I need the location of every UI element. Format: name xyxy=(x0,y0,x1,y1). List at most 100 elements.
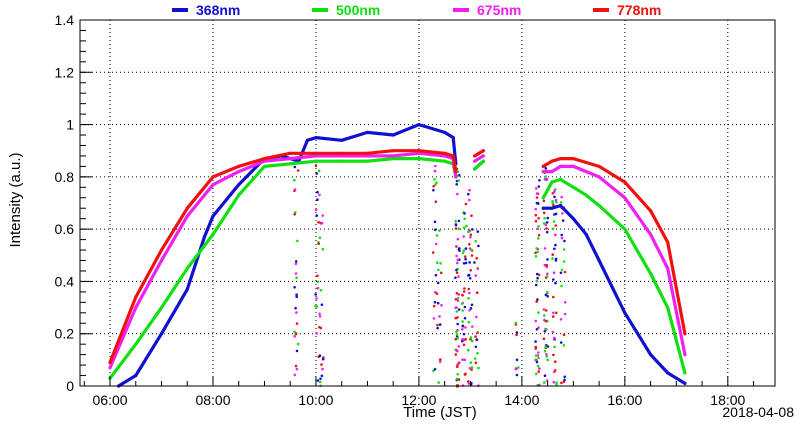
scatter-layer xyxy=(293,164,567,388)
scatter-point xyxy=(463,305,467,309)
scatter-point xyxy=(475,291,479,295)
data-point-778nm xyxy=(134,295,138,299)
scatter-point xyxy=(294,262,298,266)
scatter-point xyxy=(467,382,471,385)
scatter-point xyxy=(542,211,546,215)
scatter-point xyxy=(435,292,439,295)
scatter-point xyxy=(546,258,549,261)
scatter-point xyxy=(469,233,473,237)
scatter-point xyxy=(542,308,546,311)
scatter-point xyxy=(315,214,319,217)
scatter-point xyxy=(295,367,299,371)
data-point-500nm xyxy=(159,305,164,310)
scatter-point xyxy=(560,284,563,288)
scatter-point xyxy=(463,287,466,290)
scatter-point xyxy=(544,293,548,297)
scatter-point xyxy=(294,272,298,275)
scatter-point xyxy=(314,208,318,211)
data-point-368nm xyxy=(623,311,627,315)
scatter-point xyxy=(554,233,557,237)
data-point-778nm xyxy=(558,156,563,161)
data-point-778nm xyxy=(288,151,292,155)
scatter-point xyxy=(436,261,439,265)
scatter-point xyxy=(553,369,557,372)
scatter-point xyxy=(295,276,298,280)
scatter-point xyxy=(465,224,468,228)
data-point-368nm xyxy=(365,130,370,135)
scatter-point xyxy=(434,183,437,186)
scatter-point xyxy=(454,316,458,320)
scatter-point xyxy=(318,236,322,239)
scatter-point xyxy=(320,363,323,366)
scatter-point xyxy=(552,311,555,315)
scatter-point xyxy=(436,281,440,285)
data-point-675nm xyxy=(666,266,670,270)
scatter-point xyxy=(536,364,540,368)
data-point-500nm xyxy=(340,159,344,163)
scatter-point xyxy=(546,290,549,294)
scatter-point xyxy=(464,372,467,376)
data-point-778nm xyxy=(108,360,112,365)
scatter-point xyxy=(316,190,319,194)
y-tick-label: 1 xyxy=(66,117,74,133)
scatter-point xyxy=(321,247,325,251)
scatter-point xyxy=(535,372,538,376)
data-point-368nm xyxy=(683,381,687,385)
scatter-point xyxy=(463,316,467,320)
scatter-point xyxy=(563,239,566,243)
scatter-point xyxy=(295,322,299,325)
scatter-point xyxy=(456,237,460,241)
scatter-point xyxy=(517,366,520,369)
scatter-point xyxy=(467,287,471,291)
data-point-368nm xyxy=(391,133,395,137)
scatter-point xyxy=(473,357,477,360)
scatter-point xyxy=(464,257,467,261)
scatter-point xyxy=(457,345,461,348)
scatter-point xyxy=(474,345,478,349)
scatter-point xyxy=(437,268,440,272)
scatter-point xyxy=(542,337,546,341)
scatter-point xyxy=(456,192,459,196)
scatter-point xyxy=(438,360,442,364)
scatter-point xyxy=(438,315,441,318)
scatter-point xyxy=(469,307,473,310)
scatter-point xyxy=(464,247,468,250)
scatter-point xyxy=(457,308,461,311)
scatter-point xyxy=(560,195,563,199)
scatter-point xyxy=(457,179,460,182)
scatter-point xyxy=(461,309,465,312)
data-point-500nm xyxy=(391,156,395,161)
scatter-point xyxy=(537,326,540,329)
scatter-point xyxy=(534,213,538,217)
data-point-778nm xyxy=(623,180,627,184)
data-point-368nm xyxy=(648,353,653,357)
scatter-point xyxy=(464,261,468,265)
data-point-500nm xyxy=(443,159,447,163)
scatter-point xyxy=(546,216,550,220)
scatter-point xyxy=(537,351,540,354)
scatter-point xyxy=(559,271,563,275)
scatter-point xyxy=(454,353,458,356)
scatter-point xyxy=(293,330,296,334)
scatter-point xyxy=(464,337,467,341)
scatter-point xyxy=(454,298,458,301)
scatter-point xyxy=(320,374,324,378)
y-tick-label: 1.4 xyxy=(55,12,75,28)
scatter-point xyxy=(543,381,546,384)
scatter-point xyxy=(293,178,296,182)
scatter-point xyxy=(439,358,442,361)
scatter-point xyxy=(432,304,436,308)
data-point-778nm xyxy=(237,164,241,168)
legend-label-778nm: 778nm xyxy=(617,2,661,18)
scatter-point xyxy=(534,207,537,211)
series-line-368nm xyxy=(541,204,687,385)
scatter-point xyxy=(294,260,298,263)
scatter-point xyxy=(432,188,435,192)
series-line-778nm xyxy=(473,149,485,158)
data-point-500nm xyxy=(584,193,588,197)
data-point-675nm xyxy=(237,170,241,174)
data-point-675nm xyxy=(541,170,545,174)
scatter-point xyxy=(534,254,538,258)
scatter-point xyxy=(440,304,443,307)
